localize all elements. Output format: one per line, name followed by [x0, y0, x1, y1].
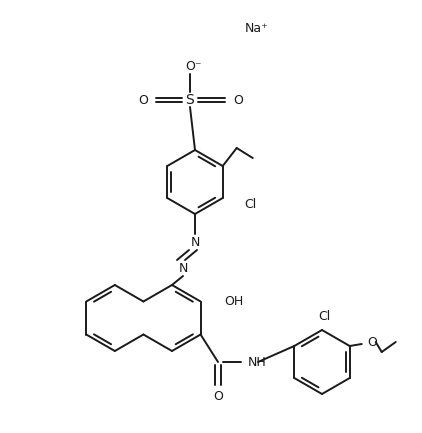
Text: O: O	[233, 94, 243, 107]
Text: N: N	[179, 262, 188, 275]
Text: Cl: Cl	[245, 197, 257, 210]
Text: O: O	[367, 336, 377, 349]
Text: O: O	[138, 94, 148, 107]
Text: O⁻: O⁻	[186, 59, 202, 72]
Text: S: S	[186, 93, 195, 107]
Text: Cl: Cl	[318, 310, 330, 323]
Text: NH: NH	[248, 355, 267, 368]
Text: N: N	[190, 236, 200, 249]
Text: O: O	[213, 390, 223, 403]
Text: OH: OH	[225, 295, 244, 308]
Text: Na⁺: Na⁺	[245, 22, 269, 35]
